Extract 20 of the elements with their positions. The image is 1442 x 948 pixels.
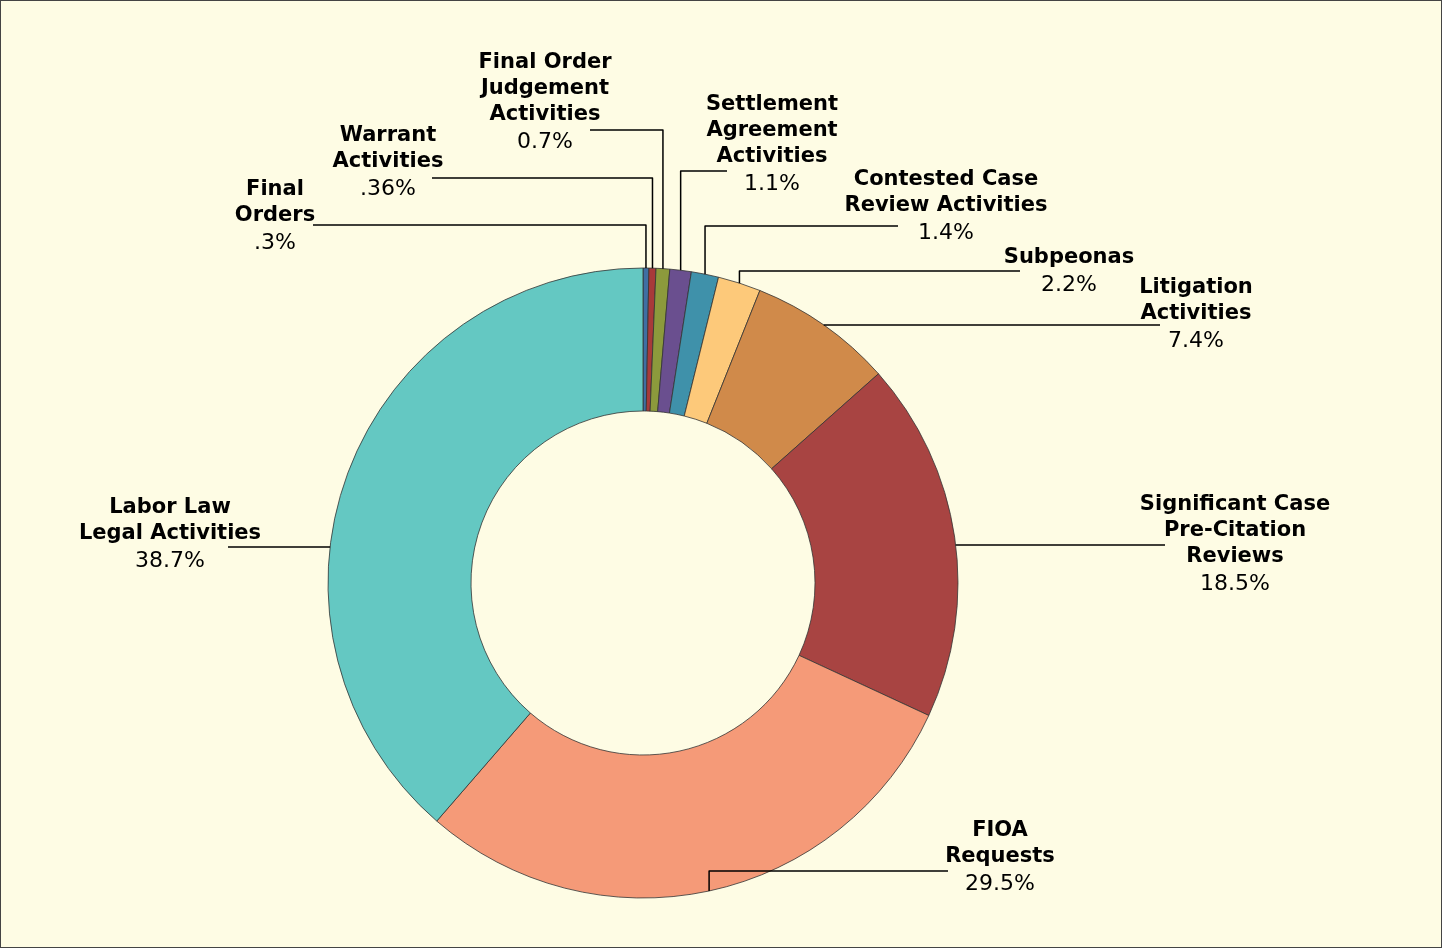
slice-label: Subpeonas [1003, 244, 1135, 268]
slice-label: Significant Case Pre-Citation Reviews [1139, 491, 1331, 567]
data-label: .36% [360, 175, 416, 200]
data-label: 18.5% [1200, 570, 1270, 595]
data-label: 2.2% [1041, 271, 1097, 296]
slice-label: Settlement Agreement Activities [706, 91, 838, 167]
data-label: .3% [254, 229, 296, 254]
data-label: 38.7% [135, 547, 205, 572]
data-label: 0.7% [517, 128, 573, 153]
slice-label: Contested Case Review Activities [844, 166, 1048, 216]
slice-label: Labor Law Legal Activities [78, 494, 262, 544]
slice-label: Final Order Judgement Activities [478, 49, 613, 125]
data-label: 7.4% [1168, 327, 1224, 352]
slice-label: FIOA Requests [945, 817, 1055, 867]
slice-label: Final Orders [234, 176, 316, 226]
slice-label: Litigation Activities [1139, 274, 1253, 324]
data-label: 1.1% [744, 170, 800, 195]
data-label: 29.5% [965, 870, 1035, 895]
data-label: 1.4% [918, 219, 974, 244]
slice-label: Warrant Activities [332, 122, 444, 172]
